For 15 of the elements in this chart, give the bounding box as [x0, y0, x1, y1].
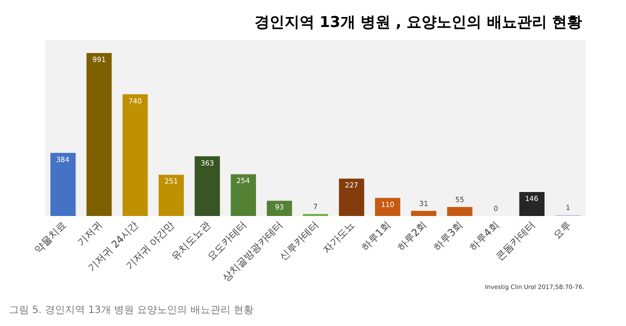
bar [519, 192, 545, 216]
bar [50, 152, 76, 216]
bar [447, 206, 472, 216]
bar [411, 210, 436, 216]
bar [122, 94, 148, 216]
chart-title: 경인지역 13개 병원 , 요양노인의 배뇨관리 현황 [254, 12, 582, 31]
x-tick-label: 요루 [552, 220, 574, 242]
bar [230, 174, 256, 216]
bar [375, 198, 400, 216]
bar [194, 156, 220, 216]
bar [266, 200, 292, 216]
caption: 그림 5. 경인지역 13개 병원 요양노인의 배뇨관리 현황 [9, 305, 254, 316]
bar [86, 53, 112, 216]
bar [158, 174, 184, 216]
bar [338, 178, 364, 216]
